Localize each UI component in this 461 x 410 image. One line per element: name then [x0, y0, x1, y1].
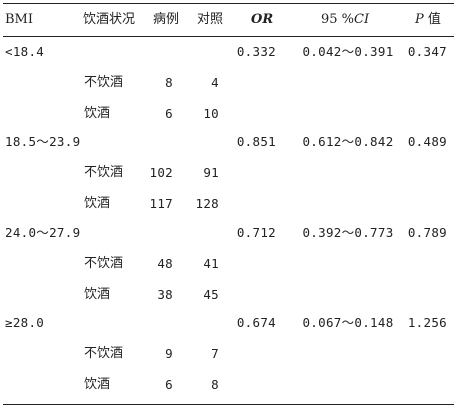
or-value: 0.332	[236, 44, 276, 59]
header-p-suffix: 值	[423, 12, 441, 27]
p-value: 0.789	[407, 225, 447, 240]
or-value: 0.674	[236, 315, 276, 330]
bmi-group-label: 18.5～23.9	[5, 134, 81, 149]
controls-count: 45	[203, 287, 219, 302]
ci-value: 0.067～0.148	[302, 315, 394, 330]
header-or: OR	[251, 12, 274, 27]
bmi-group-label: <18.4	[5, 44, 45, 59]
header-ci: 95 %CI	[321, 12, 369, 28]
ci-value: 0.042～0.391	[302, 44, 394, 59]
cases-count: 8	[165, 75, 173, 90]
results-table: BMI 饮酒状况 病例 对照 OR 95 %CI P 值 <18.4 0.332 0…	[3, 3, 454, 405]
controls-count: 91	[203, 165, 219, 180]
cases-count: 38	[157, 287, 173, 302]
header-drinking-status: 饮酒状况	[83, 12, 136, 27]
cases-count: 6	[165, 377, 173, 392]
controls-count: 128	[195, 196, 219, 211]
bmi-group-label: 24.0～27.9	[5, 225, 81, 240]
cases-count: 48	[157, 256, 173, 271]
controls-count: 41	[203, 256, 219, 271]
drinking-status: 不饮酒	[84, 165, 124, 180]
controls-count: 4	[211, 75, 219, 90]
drinking-status: 不饮酒	[84, 256, 124, 271]
top-rule	[3, 3, 454, 4]
drinking-status: 饮酒	[84, 287, 111, 302]
ci-value: 0.392～0.773	[302, 225, 394, 240]
p-value: 0.347	[407, 44, 447, 59]
header-p-label: P	[415, 12, 424, 27]
controls-count: 8	[211, 377, 219, 392]
p-value: 0.489	[407, 134, 447, 149]
header-ci-prefix: 95 %	[321, 12, 355, 27]
header-cases: 病例	[153, 12, 180, 27]
ci-value: 0.612～0.842	[302, 134, 394, 149]
header-rule	[3, 36, 454, 37]
p-value: 1.256	[407, 315, 447, 330]
cases-count: 117	[149, 196, 173, 211]
drinking-status: 饮酒	[84, 377, 111, 392]
drinking-status: 不饮酒	[84, 75, 124, 90]
cases-count: 102	[149, 165, 173, 180]
bmi-group-label: ≥28.0	[5, 315, 45, 330]
drinking-status: 饮酒	[84, 106, 111, 121]
header-controls: 对照	[197, 12, 224, 27]
or-value: 0.851	[236, 134, 276, 149]
controls-count: 7	[211, 346, 219, 361]
or-value: 0.712	[236, 225, 276, 240]
controls-count: 10	[203, 106, 219, 121]
drinking-status: 不饮酒	[84, 346, 124, 361]
header-p: P 值	[415, 12, 441, 28]
header-ci-label: CI	[354, 12, 370, 27]
cases-count: 6	[165, 106, 173, 121]
drinking-status: 饮酒	[84, 196, 111, 211]
bottom-rule	[3, 404, 454, 405]
cases-count: 9	[165, 346, 173, 361]
header-bmi: BMI	[5, 12, 33, 27]
